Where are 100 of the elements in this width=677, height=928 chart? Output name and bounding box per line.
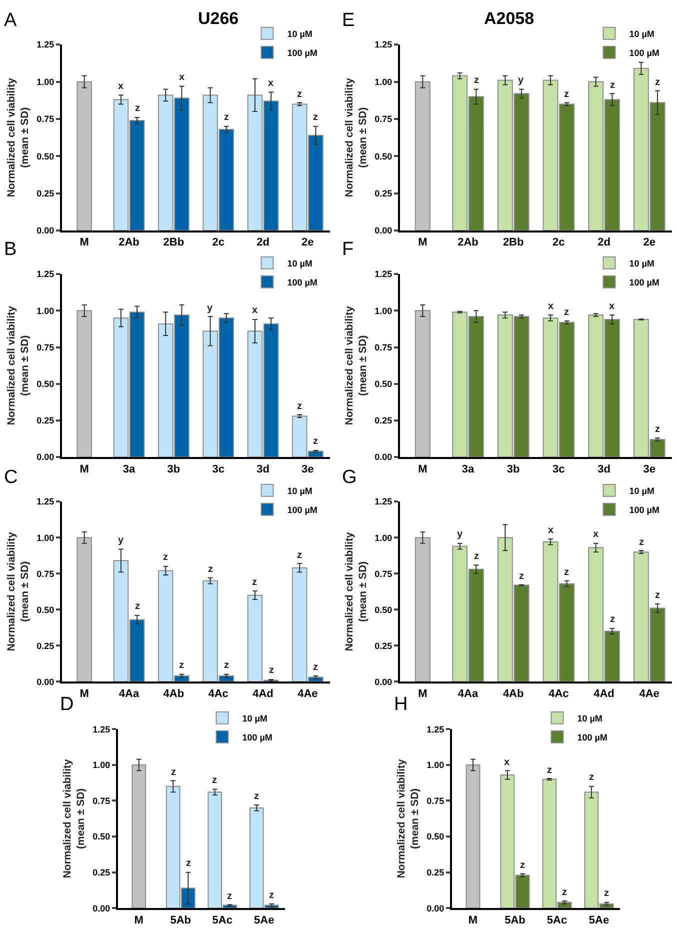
y-tick-label: 0.50 [36,151,54,162]
y-tick-label: 0.25 [92,868,110,878]
y-axis-title: Normalized cell viability (mean ± SD) [5,306,31,426]
x-tick-label: 4Ac [208,688,228,700]
y-tick-label: 1.25 [36,40,54,50]
x-tick-label: 4Ae [298,688,318,700]
text: B [4,239,17,260]
data-label: z [604,888,609,899]
data-label: x [504,757,510,768]
x-tick-label: 3b [167,463,180,476]
y-tick-label: 0.00 [426,903,444,914]
data-label: z [208,564,213,575]
y-tick-label: 1.25 [36,496,54,507]
y-tick-label: 0.25 [374,640,392,651]
x-tick-label: 4Ad [252,688,274,700]
y-tick-label: 1.25 [92,724,110,734]
y-tick-label: 1.00 [36,306,54,316]
data-label: z [252,577,257,588]
y-tick-label: 1.25 [36,269,54,280]
y-tick-label: 0.25 [374,188,392,198]
legend-label: 100 µM [242,732,272,742]
x-tick-label: 5Ab [504,914,526,926]
data-label: z [655,424,660,435]
y-tick-label: 0.50 [374,379,392,390]
legend-label: 100 µM [287,277,318,288]
data-label: x [548,525,554,536]
text: H [394,694,408,715]
data-label: z [163,552,168,563]
y-tick-label: 1.25 [426,724,444,734]
data-label: z [224,112,229,123]
x-tick-label: 2c [552,236,565,249]
text: D [60,694,74,715]
y-tick-label: 0.00 [36,452,54,462]
y-tick-label: 0.25 [426,868,444,878]
data-label: z [297,89,302,100]
data-label: z [179,660,184,671]
bar [466,764,480,908]
legend-label: 10 µM [287,28,312,39]
data-label: z [564,567,569,578]
y-tick-label: 0.75 [426,796,444,806]
y-tick-label: 1.00 [92,760,110,770]
chart-title: A2058 [484,9,534,28]
bar [132,764,146,908]
data-label: z [564,307,569,318]
y-tick-label: 0.75 [36,568,54,579]
y-tick-label: 0.50 [374,151,392,162]
y-tick-label: 0.75 [374,342,392,352]
data-label: y [457,529,463,540]
bar [414,81,430,231]
legend-label: 100 µM [629,504,660,515]
y-tick-label: 1.25 [374,496,392,507]
data-label: z [639,537,644,548]
y-tick-label: 0.50 [36,379,54,390]
x-tick-label: 5Ae [254,914,274,926]
legend-label: 10 µM [629,486,654,496]
data-label: x [593,529,599,540]
chart-title: U266 [198,9,239,28]
y-tick-label: 0.00 [374,676,392,687]
legend-label: 100 µM [629,48,660,58]
y-tick-label: 0.25 [374,416,392,426]
y-tick-label: 1.25 [374,269,392,280]
data-label: x [609,301,615,312]
x-tick-label: 4Aa [118,688,140,700]
x-tick-label: M [80,463,89,476]
y-tick-label: 1.00 [374,306,392,316]
x-tick-label: 3e [643,463,656,476]
data-label: z [254,791,259,802]
data-label: z [171,767,176,778]
data-label: z [227,891,232,902]
legend-label: 100 µM [629,277,660,288]
y-axis-title: Normalized cell viability (mean ± SD) [5,532,31,652]
data-label: y [118,535,124,546]
x-tick-label: 4Aa [458,688,479,700]
legend-label: 10 µM [629,28,654,39]
x-tick-label: 3a [122,463,136,476]
y-tick-label: 0.75 [92,796,110,806]
data-label: z [269,890,274,901]
data-label: z [135,601,140,612]
x-tick-label: M [468,914,478,926]
data-label: x [268,78,274,89]
y-axis-title: Normalized cell viability (mean ± SD) [343,532,369,652]
x-tick-label: 4Ab [502,688,524,700]
y-axis-title: Normalized cell viability (mean ± SD) [343,306,369,426]
y-tick-label: 0.00 [92,903,110,914]
data-label: z [610,614,615,625]
x-tick-label: 4Ae [639,688,660,700]
data-label: z [589,772,594,783]
bar [76,81,92,231]
x-tick-label: 2c [212,236,224,249]
x-tick-label: 2e [302,236,314,249]
y-tick-label: 0.75 [36,342,54,352]
y-tick-label: 0.00 [374,452,392,462]
data-label: z [297,401,302,412]
x-tick-label: 3b [506,463,520,476]
data-label: z [655,77,660,88]
data-label: z [313,662,318,673]
y-tick-label: 0.50 [36,604,54,615]
legend-label: 100 µM [287,48,318,58]
legend-label: 10 µM [242,713,268,724]
legend-label: 10 µM [287,486,312,496]
